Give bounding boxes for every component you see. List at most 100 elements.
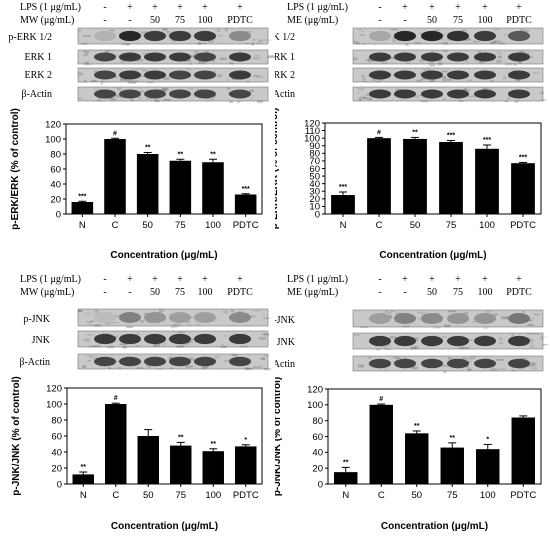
blot-noise (162, 28, 168, 31)
blot-noise (176, 346, 184, 349)
panel-jnk-me: LPS (1 μg/mL) - + + + + + ME (μg/mL) - - 50 75 100 PD… (275, 271, 550, 542)
blot-noise (529, 339, 534, 342)
bar (170, 445, 192, 484)
blot-noise (229, 61, 234, 65)
blot-noise (443, 75, 447, 79)
blot-noise (440, 41, 447, 45)
blot-band (474, 89, 496, 99)
treatment-cell: + (429, 2, 435, 13)
blot-noise (412, 366, 418, 370)
y-tick-label: 110 (305, 126, 320, 137)
bar (405, 433, 429, 484)
treatment-row: LPS (1 μg/mL) - + + + + + (20, 274, 243, 285)
blot-noise (527, 323, 534, 327)
blot-noise (166, 30, 171, 34)
blot-noise (156, 368, 163, 371)
bar-chart: 0102030405060708090100110120***N#C**50**… (275, 108, 542, 261)
blot-noise (463, 88, 467, 91)
blot-noise (353, 57, 358, 61)
blot-noise (414, 41, 422, 44)
blot-noise (221, 343, 224, 346)
blot-band (508, 70, 530, 80)
blot-noise (126, 325, 134, 329)
treatment-cell: + (237, 2, 243, 13)
blot-noise (197, 42, 201, 45)
treatment-label: LPS (1 μg/mL) (287, 2, 348, 13)
treatment-row: LPS (1 μg/mL) - + + + + + (287, 2, 522, 13)
blot-noise (483, 357, 492, 359)
blot-noise (256, 76, 264, 78)
blot-band (119, 30, 141, 42)
blot-noise (199, 42, 208, 44)
blot-noise (358, 88, 365, 91)
blot-noise (220, 58, 223, 60)
blot-band (369, 30, 391, 42)
blot-band (169, 30, 191, 42)
treatment-cell: 75 (175, 15, 185, 26)
y-axis-label: p-JNK/JNK (% of control) (275, 377, 283, 496)
blot-noise (226, 79, 229, 81)
blot-noise (78, 97, 83, 100)
blot-noise (108, 29, 115, 32)
significance-mark: # (113, 130, 117, 137)
blot-noise (442, 50, 448, 52)
blot-noise (532, 317, 535, 319)
treatment-cell: - (378, 15, 381, 26)
blot-noise (427, 62, 435, 64)
blot-noise (135, 367, 144, 369)
blot-noise (253, 75, 259, 77)
plot-frame (327, 388, 542, 485)
blot-noise (374, 43, 377, 46)
blot-noise (466, 365, 469, 368)
blot-noise (437, 62, 443, 66)
blot-band (474, 335, 496, 347)
blot-noise (188, 357, 194, 361)
blot-noise (366, 97, 373, 100)
blot-noise (490, 368, 498, 371)
panel-jnk-mw-figure: LPS (1 μg/mL) - + + + + + MW (μg/mL) - - 50 75 100 PD… (11, 274, 272, 532)
blot-noise (162, 87, 169, 91)
significance-mark: ** (343, 459, 349, 466)
blot-noise (135, 345, 138, 348)
blot-noise (368, 98, 373, 101)
y-tick-label: 120 (45, 119, 61, 130)
y-tick-label: 100 (304, 133, 320, 144)
blot-band (229, 312, 251, 323)
y-axis-label: p-ERK/ERK (% of control) (275, 108, 280, 230)
blot-noise (466, 368, 473, 371)
treatment-cell: + (516, 274, 522, 285)
treatment-label: ME (μg/mL) (287, 15, 338, 26)
bar (331, 195, 355, 214)
blot-noise (531, 367, 537, 370)
panel-jnk-me-figure: LPS (1 μg/mL) - + + + + + ME (μg/mL) - - 50 75 100 PD… (275, 274, 548, 532)
blot-strip: ERK 2 (25, 67, 269, 85)
blot-noise (395, 88, 402, 92)
y-tick-label: 70 (309, 156, 320, 167)
blot-noise (524, 30, 530, 33)
x-tick-label: 50 (142, 220, 153, 231)
blot-band (144, 52, 166, 62)
blot-noise (415, 95, 420, 99)
blot-noise (415, 79, 421, 82)
y-tick-label: 90 (309, 141, 320, 152)
significance-mark: * (486, 436, 489, 443)
x-tick-label: 75 (175, 490, 186, 501)
bar (137, 436, 159, 484)
bar (235, 446, 257, 484)
blot-noise (420, 312, 427, 315)
blot-band (119, 312, 141, 323)
blot-label: β-Actin (275, 359, 295, 370)
treatment-cell: + (455, 274, 461, 285)
blot-noise (183, 59, 190, 63)
blot-band (194, 30, 216, 42)
blot-noise (145, 98, 153, 100)
treatment-label: MW (μg/mL) (20, 15, 74, 26)
blot-noise (446, 78, 452, 81)
blot-noise (431, 50, 435, 52)
blot-band (474, 30, 496, 42)
blot-noise (146, 365, 151, 368)
blot-band (369, 358, 391, 369)
x-tick-label: 50 (411, 490, 422, 501)
x-tick-label: C (112, 220, 119, 231)
blot-noise (130, 99, 134, 102)
